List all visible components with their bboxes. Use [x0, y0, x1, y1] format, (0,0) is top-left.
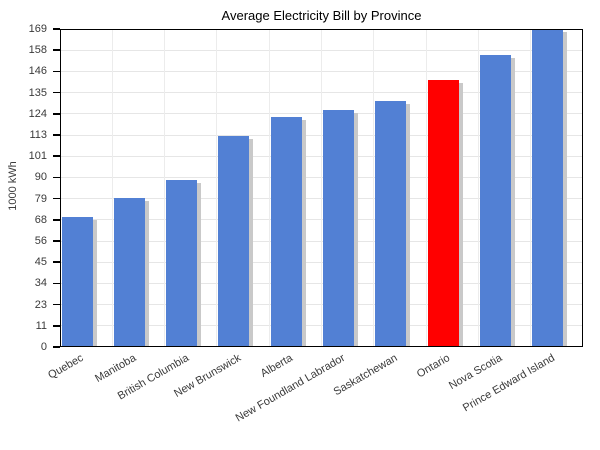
y-tick-mark [53, 346, 60, 348]
y-tick-label: 68 [34, 213, 47, 226]
bar-new-foundland-labrador [323, 109, 358, 348]
y-tick-label: 90 [34, 171, 47, 184]
y-tick-mark [53, 197, 60, 200]
y-tick-label: 23 [34, 298, 47, 311]
x-gridline [530, 29, 532, 347]
x-gridline [321, 29, 322, 347]
y-tick-label: 0 [40, 341, 47, 353]
y-tick-mark [53, 91, 60, 94]
y-axis-label: 1000 kWh [7, 161, 19, 211]
y-tick-label: 113 [29, 129, 47, 141]
chart-title: Average Electricity Bill by Province [221, 8, 422, 23]
y-tick-mark [53, 261, 60, 263]
y-tick-mark [53, 70, 60, 73]
y-tick-mark [53, 176, 60, 179]
bar-quebec [61, 217, 97, 347]
x-tick-label: Manitoba [93, 352, 139, 386]
bar-saskatchewan [375, 100, 411, 348]
bar-prince-edward-island [532, 29, 568, 347]
y-tick-mark [53, 155, 60, 157]
bar-ontario [427, 79, 463, 348]
x-tick-label: Ontario [414, 352, 453, 381]
y-tick-label: 11 [35, 319, 47, 332]
y-tick-mark [53, 219, 60, 221]
bar-british-columbia [166, 179, 202, 348]
y-tick-label: 56 [34, 235, 47, 247]
x-gridline [111, 29, 113, 347]
bar-alberta [270, 117, 306, 347]
y-tick-mark [53, 325, 60, 327]
y-tick-label: 124 [28, 107, 47, 120]
bar-manitoba [113, 198, 149, 347]
y-tick-label: 45 [34, 256, 47, 269]
y-tick-mark [53, 49, 60, 51]
y-tick-label: 169 [28, 23, 47, 35]
x-gridline [164, 29, 166, 347]
x-gridline [425, 29, 427, 347]
x-gridline [477, 29, 479, 347]
x-tick-label: Alberta [259, 352, 296, 380]
y-tick-mark [53, 134, 60, 136]
y-tick-label: 79 [34, 192, 47, 205]
y-tick-label: 146 [28, 65, 47, 78]
y-tick-label: 34 [34, 277, 47, 290]
x-gridline [373, 29, 375, 347]
y-tick-mark [53, 240, 60, 242]
x-tick-label: Quebec [46, 352, 86, 382]
y-tick-mark [53, 282, 60, 285]
y-tick-mark [53, 303, 60, 306]
plot-area [60, 28, 583, 348]
y-tick-mark [53, 28, 60, 30]
y-tick-label: 135 [28, 86, 47, 99]
y-tick-label: 101 [28, 150, 47, 163]
y-tick-mark [53, 113, 60, 115]
y-tick-label: 158 [28, 44, 47, 57]
bar-new-brunswick [218, 136, 254, 347]
x-gridline [268, 29, 270, 347]
bar-nova-scotia [479, 55, 515, 347]
x-gridline [216, 29, 218, 347]
x-tick-label: Prince Edward Island [460, 352, 557, 415]
